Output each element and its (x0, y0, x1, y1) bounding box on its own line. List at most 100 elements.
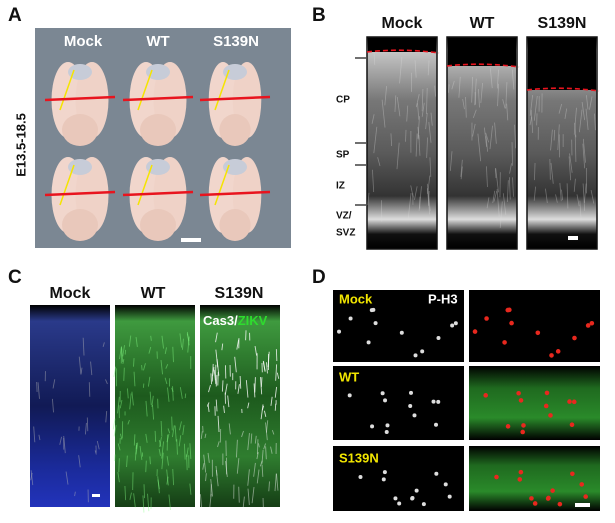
cut-top (528, 38, 596, 90)
ph3-nucleus-merge (549, 353, 554, 358)
signal (167, 387, 170, 402)
midbrain (146, 64, 170, 80)
signal (131, 391, 134, 406)
header: Mock (64, 33, 103, 50)
brain (140, 114, 176, 146)
signal (121, 348, 124, 362)
fiber (410, 185, 414, 198)
ph3-nucleus-merge (585, 323, 591, 328)
signal (129, 393, 132, 410)
signal (82, 337, 85, 356)
ph3-nucleus-merge (516, 390, 521, 396)
fiber (589, 96, 593, 110)
signal (186, 454, 188, 471)
signal (250, 433, 253, 444)
fiber (495, 168, 499, 193)
ph3-nucleus (393, 496, 398, 501)
signal (210, 479, 214, 497)
fiber (582, 143, 586, 169)
signal (221, 380, 224, 392)
signal (274, 473, 277, 492)
midbrain (223, 159, 247, 175)
fiber (494, 122, 497, 144)
fiber (509, 163, 512, 174)
signal (94, 450, 97, 455)
signal (145, 460, 147, 473)
signal (123, 367, 125, 381)
fiber (430, 112, 433, 126)
fiber (418, 186, 422, 211)
fiber (417, 103, 420, 120)
signal (257, 443, 260, 448)
signal (215, 399, 218, 412)
signal (241, 430, 244, 438)
ph3-nucleus (434, 471, 439, 476)
ph3-nucleus (453, 321, 458, 326)
signal (186, 331, 190, 346)
signal (78, 455, 81, 468)
fiber (415, 133, 418, 157)
ph3-nucleus-merge (557, 501, 563, 507)
fiber (512, 177, 514, 197)
fiber (460, 159, 463, 177)
signal (247, 402, 250, 409)
ph3-nucleus-merge (583, 494, 588, 499)
signal (208, 385, 211, 393)
ph3-nucleus-merge (509, 320, 514, 326)
fiber (426, 87, 428, 114)
signal (223, 405, 225, 413)
signal (174, 425, 177, 442)
fiber (485, 132, 490, 143)
fiber (502, 99, 506, 109)
ph3-nucleus (380, 391, 385, 396)
signal (133, 493, 136, 508)
signal (90, 361, 93, 376)
fiber (574, 134, 577, 162)
signal (271, 430, 275, 435)
signal (172, 386, 174, 401)
fiber (573, 107, 577, 135)
yellow-line (137, 164, 153, 206)
signal (216, 359, 220, 376)
ph3-nucleus-merge (494, 474, 499, 480)
ph3-nucleus (373, 321, 378, 326)
signal (263, 410, 267, 418)
fiber (564, 108, 568, 120)
ph3-nucleus (413, 353, 418, 358)
signal (112, 418, 116, 430)
fiber (377, 157, 381, 167)
fiber (568, 156, 572, 181)
ph3-nucleus-merge (572, 335, 577, 341)
fiber (478, 89, 480, 108)
merge-image (469, 446, 600, 511)
layer-ticks (355, 57, 366, 206)
fiber (399, 56, 403, 84)
fiber (496, 69, 499, 89)
signal (205, 473, 207, 482)
fiber (579, 200, 582, 221)
signal (236, 439, 238, 458)
ph3-nucleus-merge (579, 482, 585, 487)
fiber (489, 68, 493, 89)
signal (139, 445, 143, 460)
signal (118, 458, 120, 473)
surface-line (526, 87, 600, 92)
ph3-nucleus (337, 329, 342, 334)
signal (166, 469, 169, 486)
signal (147, 376, 151, 387)
fiber (373, 52, 376, 65)
side-label: E13.5-18.5 (13, 113, 28, 177)
fiber (427, 60, 430, 76)
stain-label: Cas3/ZIKV (203, 313, 268, 328)
stain-zikv: ZIKV (238, 313, 268, 328)
signal (171, 387, 174, 393)
signal (263, 443, 266, 450)
fiber (480, 82, 483, 104)
ph3-nucleus-merge (483, 393, 488, 398)
signal (166, 476, 169, 485)
signal (119, 399, 123, 409)
midbrain (146, 159, 170, 175)
signal (260, 404, 264, 420)
fiber (396, 142, 400, 170)
ph3-nucleus (436, 336, 441, 341)
